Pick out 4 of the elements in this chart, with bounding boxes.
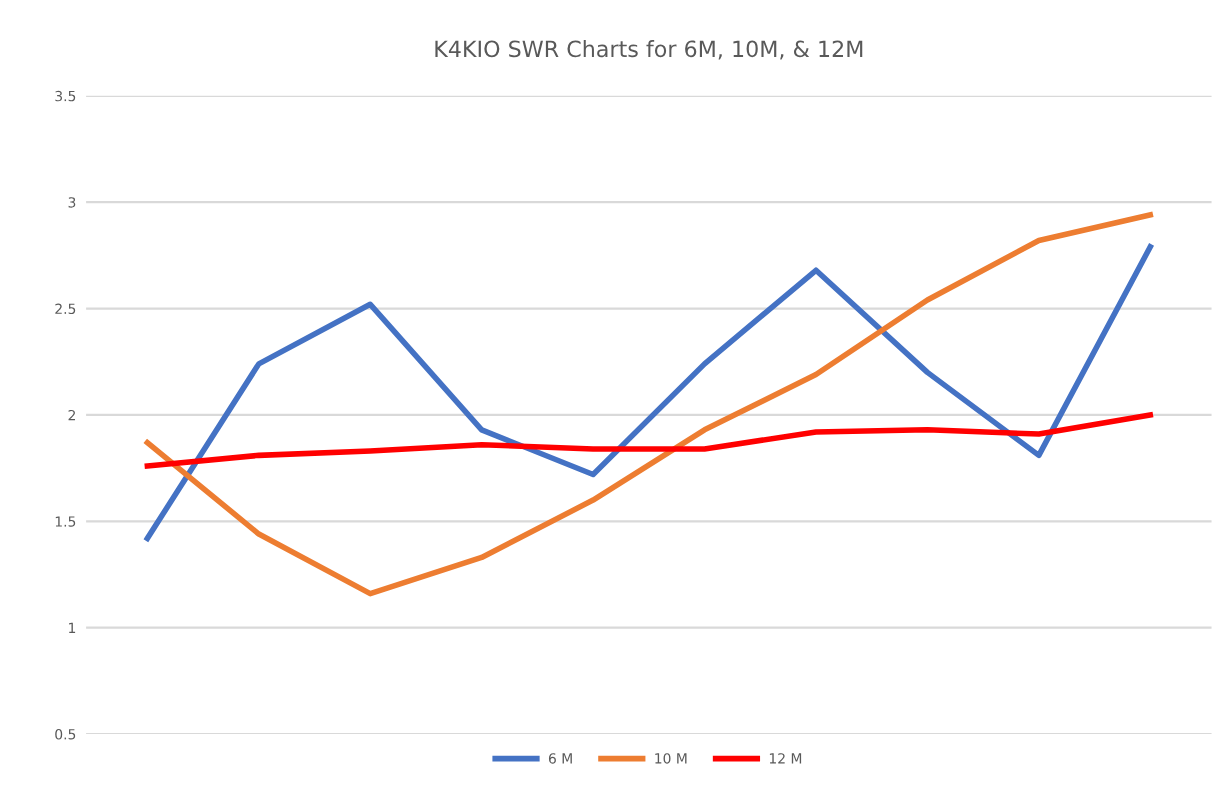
chart-title: K4KIO SWR Charts for 6M, 10M, & 12M [435, 40, 863, 60]
line-series [144, 412, 1154, 469]
line-series [144, 244, 1154, 542]
line-series [144, 212, 1154, 597]
